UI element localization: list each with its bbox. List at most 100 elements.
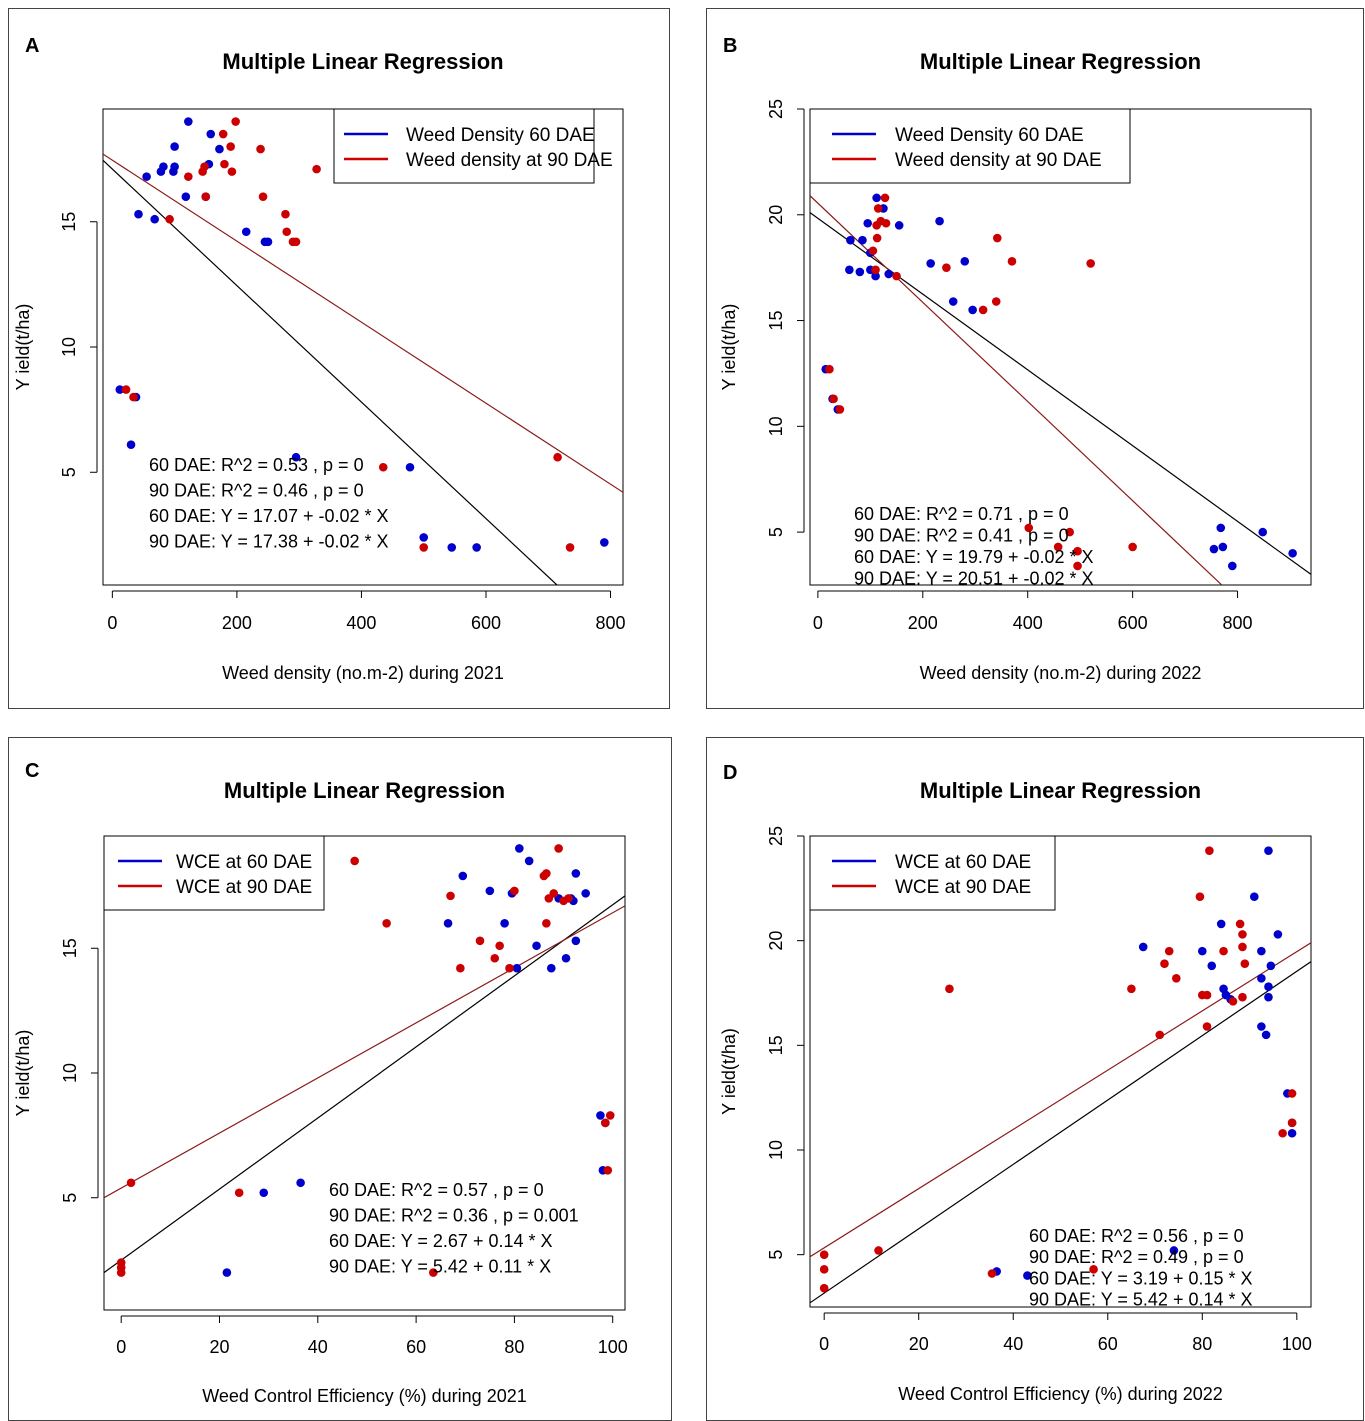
x-tick-label-b: 200 <box>908 613 938 633</box>
point-red-a <box>165 214 174 224</box>
chart-a: Multiple Linear Regression 0 200 400 600 800 5… <box>13 49 626 683</box>
point-blue-b <box>926 259 935 268</box>
chart-title-b: Multiple Linear Regression <box>920 49 1201 74</box>
point-red-b <box>1086 259 1095 268</box>
point-blue-d <box>1287 1128 1297 1138</box>
point-blue-a <box>150 214 159 224</box>
annotation-a: 60 DAE: Y = 17.07 + -0.02 * X <box>149 506 389 526</box>
y-axis-label-c: Y ield(t/ha) <box>13 1030 33 1117</box>
point-red-d <box>1235 919 1245 929</box>
point-red-a <box>312 164 321 174</box>
point-blue-a <box>126 440 136 450</box>
x-tick-label-d: 20 <box>909 1334 929 1354</box>
plot-area-d <box>810 846 1311 1304</box>
point-red-a <box>565 543 575 552</box>
point-blue-a <box>142 172 151 181</box>
point-red-d <box>1238 942 1247 952</box>
point-red-c <box>495 941 504 951</box>
point-blue-a <box>170 142 179 151</box>
point-red-b <box>871 265 880 275</box>
point-blue-b <box>846 235 855 245</box>
y-tick-label-c: 5 <box>60 1193 80 1203</box>
x-tick-label-d: 60 <box>1098 1334 1118 1354</box>
panel-b: Multiple Linear Regression 0 200 400 600 800 5… <box>706 8 1364 709</box>
x-tick-label-c: 60 <box>406 1337 426 1357</box>
point-red-a <box>129 392 138 402</box>
point-red-b <box>873 204 883 213</box>
point-red-d <box>1160 959 1169 968</box>
point-blue-d <box>1257 946 1266 956</box>
x-tick-label-d: 80 <box>1192 1334 1212 1354</box>
point-red-c <box>603 1165 613 1175</box>
x-tick-label-c: 40 <box>308 1337 328 1357</box>
point-red-a <box>553 452 562 462</box>
point-red-c <box>510 886 519 896</box>
point-blue-c <box>524 856 534 866</box>
y-tick-label-b: 25 <box>766 99 786 119</box>
point-blue-a <box>181 192 191 201</box>
point-blue-b <box>1216 523 1226 533</box>
point-red-b <box>892 271 901 281</box>
plot-frame-d <box>809 835 1312 1308</box>
point-blue-a <box>291 452 301 462</box>
fit-line-red-a <box>103 153 623 493</box>
point-red-d <box>1127 984 1136 994</box>
fit-line-blue-a <box>103 159 558 585</box>
panel-letter-d: D <box>723 762 738 784</box>
y-tick-label-c: 15 <box>60 938 80 958</box>
legend-entry-b: Weed density at 90 DAE <box>895 150 1102 171</box>
point-blue-a <box>405 462 415 472</box>
point-red-c <box>542 919 551 928</box>
point-blue-d <box>1249 892 1259 902</box>
point-red-d <box>1205 846 1214 855</box>
annotation-b: 60 DAE: Y = 19.79 + -0.02 * X <box>854 547 1094 567</box>
point-red-c <box>446 891 455 901</box>
point-red-a <box>218 129 228 139</box>
point-blue-a <box>170 162 179 171</box>
point-red-a <box>220 159 229 169</box>
point-blue-c <box>222 1268 232 1277</box>
x-tick-label-c: 20 <box>209 1337 229 1357</box>
point-red-d <box>1219 946 1228 956</box>
point-red-c <box>549 889 559 898</box>
point-blue-c <box>458 871 468 881</box>
y-tick-label-b: 10 <box>766 416 786 436</box>
point-red-b <box>1053 542 1063 552</box>
point-blue-d <box>1169 1246 1179 1255</box>
y-axis-label-d: Y ield(t/ha) <box>719 1028 739 1115</box>
y-tick-label-b: 5 <box>766 527 786 537</box>
legend-entry-a: Weed Density 60 DAE <box>406 125 595 146</box>
annotation-d: 90 DAE: Y = 5.42 + 0.14 * X <box>1029 1290 1253 1310</box>
point-blue-b <box>935 216 944 226</box>
point-blue-b <box>884 269 893 279</box>
point-blue-d <box>1264 992 1273 1002</box>
point-red-c <box>456 963 465 973</box>
point-red-c <box>605 1111 615 1120</box>
x-tick-label-a: 200 <box>222 613 252 633</box>
legend-entry-c: WCE at 90 DAE <box>176 877 312 898</box>
panel-c: Multiple Linear Regression 0 20 40 60 80 100 5 1… <box>8 737 672 1421</box>
plot-area-c <box>104 844 625 1277</box>
point-red-d <box>1287 1089 1297 1098</box>
plot-frame-c <box>103 835 626 1311</box>
x-tick-label-c: 80 <box>504 1337 524 1357</box>
annotation-a: 60 DAE: R^2 = 0.53 , p = 0 <box>149 455 364 475</box>
point-red-b <box>1007 257 1017 266</box>
point-blue-d <box>1257 974 1266 983</box>
point-red-b <box>992 233 1002 243</box>
point-red-a <box>227 167 237 176</box>
x-tick-label-d: 0 <box>819 1334 829 1354</box>
y-tick-label-d: 25 <box>766 826 786 846</box>
legend-box-c <box>103 835 325 911</box>
legend-entry-c: WCE at 60 DAE <box>176 852 312 873</box>
point-blue-b <box>1218 542 1228 552</box>
point-red-d <box>1089 1265 1098 1274</box>
legend-entry-d: WCE at 60 DAE <box>895 852 1031 873</box>
point-red-a <box>419 543 429 552</box>
point-blue-b <box>948 297 958 306</box>
point-blue-c <box>259 1188 269 1198</box>
y-tick-label-d: 20 <box>766 931 786 951</box>
point-red-a <box>121 385 131 394</box>
x-tick-label-b: 400 <box>1013 613 1043 633</box>
x-tick-label-b: 600 <box>1118 613 1148 633</box>
